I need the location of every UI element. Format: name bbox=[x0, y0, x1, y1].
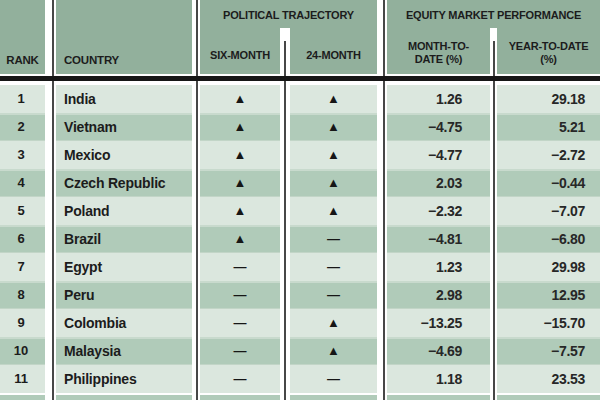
ytd-line1: YEAR-TO-DATE bbox=[509, 40, 589, 52]
month-to-date-cell: −4.77 bbox=[387, 141, 490, 169]
six-month-trajectory-icon: — bbox=[200, 309, 280, 337]
24-month-header-label: 24-MONTH bbox=[290, 30, 377, 74]
six-month-header-label: SIX-MONTH bbox=[200, 30, 280, 74]
month-to-date-cell: −13.25 bbox=[387, 309, 490, 337]
24-month-trajectory-icon: ▲ bbox=[290, 337, 377, 365]
table-row: 3 Mexico ▲ ▲ −4.77 −2.72 bbox=[0, 141, 600, 169]
rank-cell: 5 bbox=[0, 197, 42, 225]
rank-cell: 4 bbox=[0, 169, 42, 197]
table-row: 6 Brazil ▲ — −4.81 −6.80 bbox=[0, 225, 600, 253]
24-month-trajectory-icon: — bbox=[290, 225, 377, 253]
month-to-date-cell: 1.23 bbox=[387, 253, 490, 281]
rank-cell: 11 bbox=[0, 365, 42, 393]
table-row: 1 India ▲ ▲ 1.26 29.18 bbox=[0, 85, 600, 113]
country-cell: Colombia bbox=[56, 309, 192, 337]
rank-cell: 6 bbox=[0, 225, 42, 253]
six-month-trajectory-icon: — bbox=[200, 337, 280, 365]
year-to-date-cell: 23.53 bbox=[497, 365, 600, 393]
column-divider bbox=[45, 0, 56, 400]
month-to-date-cell: −4.81 bbox=[387, 225, 490, 253]
rank-cell: 7 bbox=[0, 253, 42, 281]
table-row: 5 Poland ▲ ▲ −2.32 −7.07 bbox=[0, 197, 600, 225]
24-month-trajectory-icon: — bbox=[290, 253, 377, 281]
six-month-trajectory-icon: — bbox=[200, 281, 280, 309]
rank-cell: 9 bbox=[0, 309, 42, 337]
table-row: 9 Colombia — ▲ −13.25 −15.70 bbox=[0, 309, 600, 337]
year-to-date-cell: 12.95 bbox=[497, 281, 600, 309]
equity-market-title: EQUITY MARKET PERFORMANCE bbox=[387, 9, 600, 21]
six-month-trajectory-icon: ▲ bbox=[200, 85, 280, 113]
country-cell: Mexico bbox=[56, 141, 192, 169]
six-month-trajectory-icon: ▲ bbox=[200, 197, 280, 225]
country-cell: Czech Republic bbox=[56, 169, 192, 197]
rank-cell: 1 bbox=[0, 85, 42, 113]
24-month-trajectory-icon: ▲ bbox=[290, 197, 377, 225]
year-to-date-cell: 29.98 bbox=[497, 253, 600, 281]
header-rule bbox=[0, 76, 600, 81]
six-month-trajectory-icon: — bbox=[200, 365, 280, 393]
country-ranking-table: RANK COUNTRY POLITICAL TRAJECTORY SIX-MO… bbox=[0, 0, 600, 400]
24-month-trajectory-icon: ▲ bbox=[290, 169, 377, 197]
rank-cell: 8 bbox=[0, 281, 42, 309]
country-cell: India bbox=[56, 85, 192, 113]
country-cell: Philippines bbox=[56, 365, 192, 393]
year-to-date-cell: −6.80 bbox=[497, 225, 600, 253]
24-month-trajectory-icon: ▲ bbox=[290, 309, 377, 337]
country-cell: Poland bbox=[56, 197, 192, 225]
table-row: 4 Czech Republic ▲ ▲ 2.03 −0.44 bbox=[0, 169, 600, 197]
country-header-label: COUNTRY bbox=[64, 54, 119, 66]
year-to-date-cell: 29.18 bbox=[497, 85, 600, 113]
table-row: 11 Philippines — — 1.18 23.53 bbox=[0, 365, 600, 393]
24-month-trajectory-icon: ▲ bbox=[290, 141, 377, 169]
year-to-date-cell: −2.72 bbox=[497, 141, 600, 169]
ytd-line2: (%) bbox=[540, 53, 557, 65]
table-row: 10 Malaysia — ▲ −4.69 −7.57 bbox=[0, 337, 600, 365]
mtd-line1: MONTH-TO- bbox=[408, 40, 469, 52]
rank-header-label: RANK bbox=[0, 54, 45, 66]
year-to-date-cell: −7.57 bbox=[497, 337, 600, 365]
month-to-date-cell: 1.18 bbox=[387, 365, 490, 393]
rank-cell: 2 bbox=[0, 113, 42, 141]
rank-column-header: RANK bbox=[0, 0, 45, 74]
month-to-date-cell: −2.32 bbox=[387, 197, 490, 225]
24-month-trajectory-icon: — bbox=[290, 281, 377, 309]
month-to-date-cell: −4.75 bbox=[387, 113, 490, 141]
table-row: 7 Egypt — — 1.23 29.98 bbox=[0, 253, 600, 281]
subcolumn-divider bbox=[280, 28, 290, 400]
year-to-date-cell: −7.07 bbox=[497, 197, 600, 225]
six-month-trajectory-icon: ▲ bbox=[200, 169, 280, 197]
year-to-date-cell: 5.21 bbox=[497, 113, 600, 141]
year-to-date-header-label: YEAR-TO-DATE (%) bbox=[497, 30, 600, 74]
country-cell: Peru bbox=[56, 281, 192, 309]
rank-cell: 3 bbox=[0, 141, 42, 169]
subcolumn-divider bbox=[490, 28, 497, 400]
political-trajectory-title: POLITICAL TRAJECTORY bbox=[200, 9, 377, 21]
month-to-date-cell: −4.69 bbox=[387, 337, 490, 365]
year-to-date-cell: −0.44 bbox=[497, 169, 600, 197]
six-month-trajectory-icon: ▲ bbox=[200, 225, 280, 253]
table-row: 2 Vietnam ▲ ▲ −4.75 5.21 bbox=[0, 113, 600, 141]
month-to-date-cell: 1.26 bbox=[387, 85, 490, 113]
six-month-trajectory-icon: ▲ bbox=[200, 113, 280, 141]
column-divider bbox=[192, 0, 200, 400]
country-cell: Brazil bbox=[56, 225, 192, 253]
24-month-trajectory-icon: ▲ bbox=[290, 113, 377, 141]
country-cell: Vietnam bbox=[56, 113, 192, 141]
six-month-trajectory-icon: — bbox=[200, 253, 280, 281]
country-cell: Egypt bbox=[56, 253, 192, 281]
next-row-partial bbox=[0, 395, 600, 400]
24-month-trajectory-icon: ▲ bbox=[290, 85, 377, 113]
month-to-date-cell: 2.98 bbox=[387, 281, 490, 309]
month-to-date-header-label: MONTH-TO- DATE (%) bbox=[387, 30, 490, 74]
country-column-header: COUNTRY bbox=[56, 0, 192, 74]
month-to-date-cell: 2.03 bbox=[387, 169, 490, 197]
24-month-trajectory-icon: — bbox=[290, 365, 377, 393]
column-divider bbox=[377, 0, 387, 400]
rank-cell: 10 bbox=[0, 337, 42, 365]
table-row: 8 Peru — — 2.98 12.95 bbox=[0, 281, 600, 309]
year-to-date-cell: −15.70 bbox=[497, 309, 600, 337]
mtd-line2: DATE (%) bbox=[415, 53, 463, 65]
country-cell: Malaysia bbox=[56, 337, 192, 365]
six-month-trajectory-icon: ▲ bbox=[200, 141, 280, 169]
